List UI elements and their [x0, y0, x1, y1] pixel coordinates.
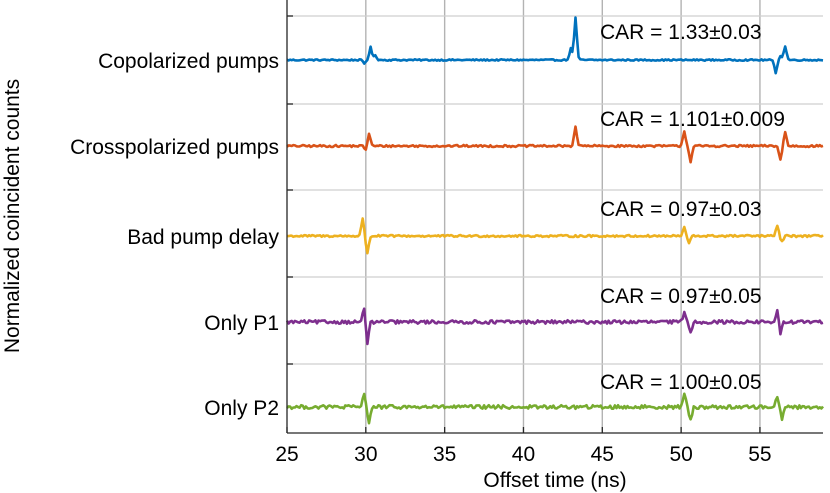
series-category-label: Only P1	[204, 312, 279, 335]
x-tick-label: 50	[669, 443, 692, 466]
x-tick-label: 35	[433, 443, 456, 466]
x-tick-label: 30	[354, 443, 377, 466]
series-line	[286, 16, 824, 75]
car-annotations: CAR = 1.33±0.03 CAR = 1.101±0.009 CAR = 0.…	[600, 21, 785, 394]
series-line	[287, 217, 824, 255]
car-annotation: CAR = 0.97±0.05	[600, 285, 762, 308]
x-gridlines	[365, 0, 761, 433]
car-annotation: CAR = 1.33±0.03	[600, 21, 762, 44]
series-category-label: Only P2	[204, 397, 279, 420]
series-category-label: Bad pump delay	[127, 226, 279, 249]
car-annotation: CAR = 1.00±0.05	[600, 371, 762, 394]
x-tick-label: 55	[748, 443, 771, 466]
series-lines	[285, 16, 825, 425]
x-axis-label: Offset time (ns)	[483, 469, 626, 492]
series-line	[286, 125, 824, 164]
series-line	[285, 307, 824, 346]
car-annotation: CAR = 0.97±0.03	[600, 198, 762, 221]
x-tick-label: 25	[275, 443, 298, 466]
series-line	[286, 392, 825, 425]
x-ticks: 25 30 35 40 45 50 55	[275, 427, 772, 466]
y-axis-label: Normalized coincident counts	[1, 79, 24, 353]
axes	[286, 0, 823, 434]
series-category-label: Copolarized pumps	[98, 50, 279, 73]
x-tick-label: 40	[512, 443, 535, 466]
series-category-labels: Copolarized pumps Crosspolarized pumps Bad…	[70, 50, 279, 420]
y-gridlines	[287, 15, 823, 365]
series-category-label: Crosspolarized pumps	[70, 136, 279, 159]
x-tick-label: 45	[591, 443, 614, 466]
car-annotation: CAR = 1.101±0.009	[600, 108, 785, 131]
